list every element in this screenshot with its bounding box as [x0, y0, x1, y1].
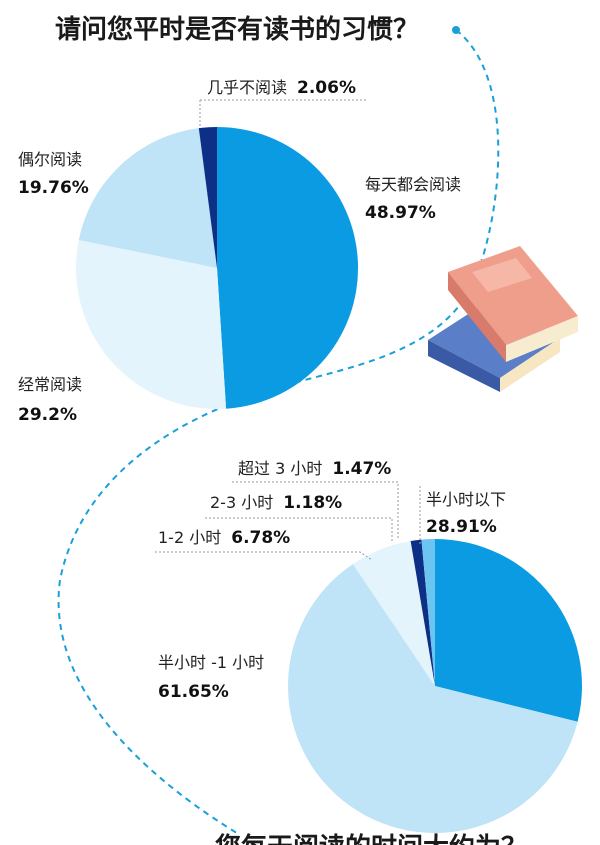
- value-half-to-1h: 61.65%: [158, 682, 229, 702]
- pie-chart-reading-time: [288, 539, 583, 833]
- label-occasional: 偶尔阅读: [18, 150, 82, 169]
- pie2-slice-4: [421, 539, 435, 686]
- label-under-half: 半小时以下: [426, 490, 506, 509]
- label-rarely: 几乎不阅读 2.06%: [207, 78, 356, 98]
- pie1-slice-0: [217, 126, 359, 409]
- pie2-slice-0: [435, 539, 583, 722]
- pie-chart-reading-habit: [75, 126, 359, 410]
- value-often: 29.2%: [18, 405, 77, 425]
- pie1-slice-3: [198, 127, 217, 268]
- connector-dot: [452, 26, 460, 34]
- pie2-slice-1: [288, 564, 578, 833]
- label-daily: 每天都会阅读: [365, 175, 461, 194]
- leader-line-rarely: [199, 99, 368, 128]
- chart2-title: 您每天阅读的时间大约为？: [215, 832, 527, 845]
- label-1-2h: 1-2 小时 6.78%: [158, 528, 290, 548]
- pie1-slice-2: [78, 128, 217, 268]
- label-half-to-1h: 半小时 -1 小时: [158, 653, 264, 672]
- dashed-connector-line: [57, 29, 500, 836]
- label-2-3h: 2-3 小时 1.18%: [210, 493, 342, 513]
- label-over3h: 超过 3 小时 1.47%: [238, 459, 391, 479]
- books-illustration: [428, 246, 578, 392]
- value-occasional: 19.76%: [18, 178, 89, 198]
- value-under-half: 28.91%: [426, 517, 497, 537]
- pie1-slice-1: [75, 240, 227, 410]
- leader-line-over3h: [232, 481, 399, 540]
- label-often: 经常阅读: [18, 375, 82, 394]
- value-daily: 48.97%: [365, 203, 436, 223]
- pie2-slice-3: [410, 539, 435, 686]
- pie2-slice-2: [352, 541, 435, 686]
- chart1-title: 请问您平时是否有读书的习惯？: [55, 14, 419, 45]
- leader-line-1-2h: [155, 551, 373, 561]
